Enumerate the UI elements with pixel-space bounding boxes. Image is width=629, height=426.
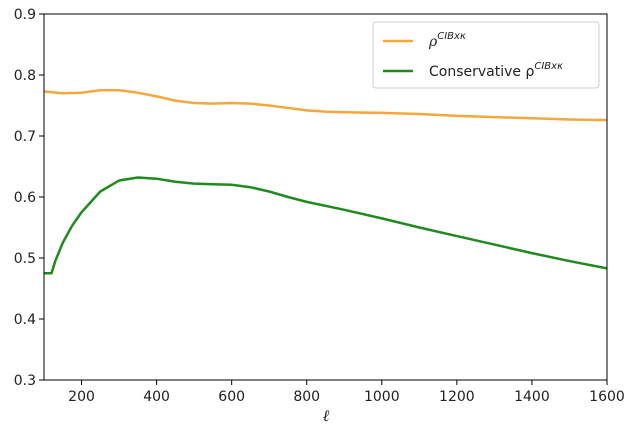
x-tick-label-1600: 1600 xyxy=(589,389,625,405)
y-tick-label-0.5: 0.5 xyxy=(14,251,36,267)
legend-label-series-0: ρCIBxκ xyxy=(428,31,466,50)
x-tick-label-600: 600 xyxy=(218,389,245,405)
y-tick-label-0.9: 0.9 xyxy=(14,7,36,23)
y-tick-label-0.8: 0.8 xyxy=(14,68,36,84)
x-tick-label-1200: 1200 xyxy=(439,389,475,405)
x-tick-label-800: 800 xyxy=(293,389,320,405)
y-axis-ticks: 0.3 0.4 0.5 0.6 0.7 0.8 0.9 xyxy=(14,7,44,389)
y-tick-label-0.4: 0.4 xyxy=(14,312,36,328)
x-tick-label-200: 200 xyxy=(68,389,95,405)
series-line-0 xyxy=(43,89,608,122)
x-axis-label: ℓ xyxy=(323,406,330,425)
y-tick-label-0.6: 0.6 xyxy=(14,190,36,206)
y-tick-label-0.7: 0.7 xyxy=(14,129,36,145)
x-tick-label-1400: 1400 xyxy=(514,389,550,405)
x-axis-ticks: 200 400 600 800 1000 1200 1400 1600 xyxy=(68,380,625,405)
legend-label-series-1: Conservative ρCIBxκ xyxy=(429,61,563,80)
legend-frame xyxy=(372,21,600,89)
legend: ρCIBxκ Conservative ρCIBxκ xyxy=(372,21,600,89)
series-line-1 xyxy=(44,176,608,275)
x-tick-label-400: 400 xyxy=(143,389,170,405)
x-tick-label-1000: 1000 xyxy=(364,389,400,405)
y-tick-label-0.3: 0.3 xyxy=(14,373,36,389)
series-layer xyxy=(43,89,608,275)
